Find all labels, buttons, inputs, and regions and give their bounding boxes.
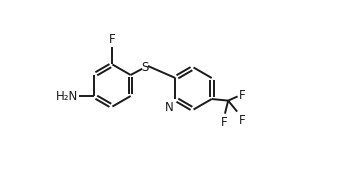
Text: F: F (239, 89, 246, 102)
Text: S: S (142, 61, 149, 74)
Text: F: F (239, 114, 246, 127)
Text: N: N (165, 101, 174, 114)
Text: F: F (109, 33, 116, 46)
Text: H₂N: H₂N (56, 89, 78, 102)
Text: F: F (221, 116, 228, 129)
